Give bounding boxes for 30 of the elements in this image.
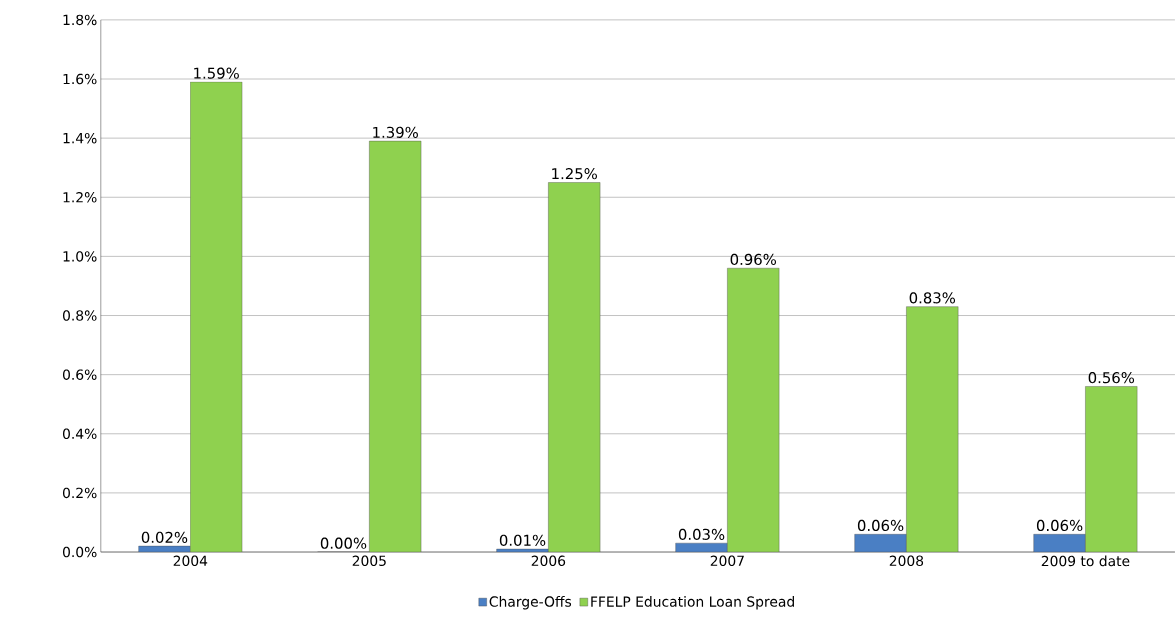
data-label: 0.06% xyxy=(1036,520,1083,532)
data-label: 0.96% xyxy=(730,253,777,266)
data-label: 0.83% xyxy=(909,292,956,304)
x-tick-label: 2007 xyxy=(710,555,744,567)
data-label: 0.02% xyxy=(141,531,188,544)
data-label: 0.01% xyxy=(499,534,546,547)
y-tick-label: 0.6% xyxy=(62,369,97,381)
x-tick-label: 2004 xyxy=(173,555,208,567)
x-tick-label: 2006 xyxy=(531,555,566,567)
y-tick-label: 1.8% xyxy=(63,14,97,26)
data-label: 1.39% xyxy=(373,126,418,139)
y-tick-label: 1.0% xyxy=(63,251,97,262)
legend-label: FFELP Education Loan Spread xyxy=(591,596,794,610)
legend-label: Charge-Offs xyxy=(489,596,572,610)
data-label: 1.25% xyxy=(552,168,597,180)
y-tick-label: 0.8% xyxy=(62,310,97,321)
data-label: 0.00% xyxy=(320,537,367,550)
x-tick-label: 2005 xyxy=(352,555,386,567)
data-label: 0.06% xyxy=(857,520,904,532)
data-label: 1.59% xyxy=(194,67,239,79)
x-tick-label: 2009 to date xyxy=(1041,555,1130,567)
y-tick-label: 0.2% xyxy=(62,487,97,499)
y-tick-label: 0.4% xyxy=(62,428,97,440)
data-label: 0.03% xyxy=(678,528,725,541)
y-tick-label: 1.4% xyxy=(63,133,97,144)
x-tick-label: 2008 xyxy=(889,555,924,567)
y-tick-label: 1.2% xyxy=(63,192,97,203)
y-tick-label: 1.6% xyxy=(63,73,97,85)
y-tick-label: 0.0% xyxy=(62,546,97,558)
data-label: 0.56% xyxy=(1088,372,1135,384)
